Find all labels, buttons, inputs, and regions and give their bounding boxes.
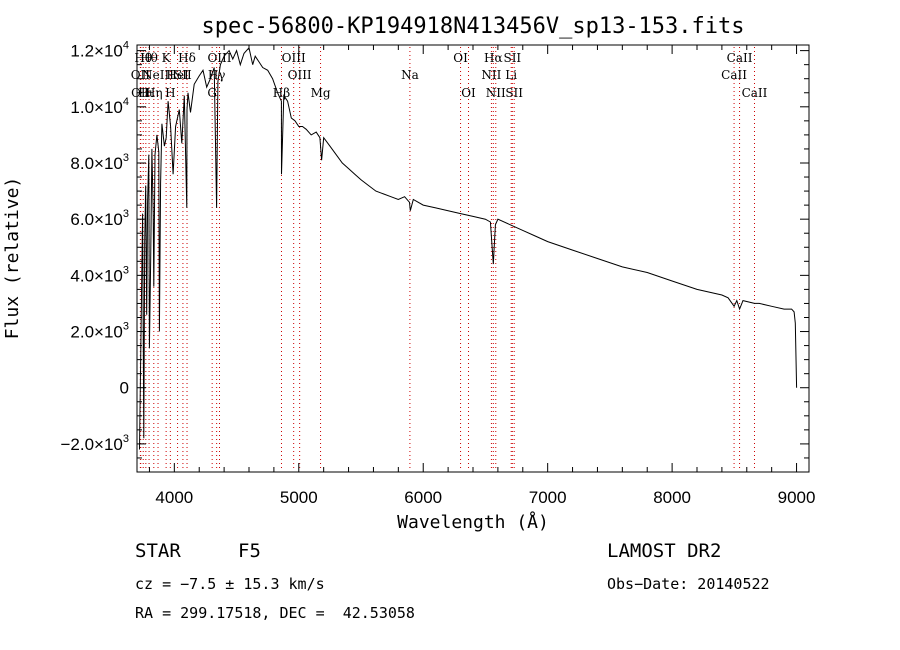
y-tick-label: 6.0×103 bbox=[70, 208, 129, 229]
spectral-line-label: HeI bbox=[166, 68, 189, 82]
observation-date: Obs−Date: 20140522 bbox=[607, 575, 770, 593]
spectral-line-markers bbox=[139, 47, 755, 470]
x-tick-label: 7000 bbox=[529, 488, 567, 507]
spectral-line-labels: OIIOIIHθHιHθHηNeIIIKHHeISIIHδGHγOIIIHβOI… bbox=[131, 51, 768, 100]
object-class: STAR bbox=[135, 540, 181, 562]
chart-title: spec-56800-KP194918N413456V_sp13-153.fit… bbox=[201, 14, 744, 39]
spectral-line-label: SII bbox=[505, 86, 523, 100]
spectral-line-label: Li bbox=[505, 68, 517, 82]
spectral-line-label: NeIII bbox=[142, 68, 174, 82]
spectral-line-label: Hθ bbox=[134, 51, 152, 65]
spectral-line-label: CaII bbox=[727, 51, 753, 65]
y-tick-exponent: 4 bbox=[123, 40, 129, 52]
y-tick-label: 1.0×104 bbox=[70, 96, 129, 117]
y-tick-exponent: 3 bbox=[123, 152, 129, 164]
spectral-line-label: OIII bbox=[282, 51, 306, 65]
y-tick-mantissa: 6.0×10 bbox=[70, 210, 122, 229]
spectral-line-label: Na bbox=[401, 68, 419, 82]
spectral-line-label: Hδ bbox=[178, 51, 196, 65]
y-tick-label: 0 bbox=[120, 379, 129, 398]
spectral-line-label: G bbox=[207, 86, 217, 100]
spectral-line-label: CaII bbox=[721, 68, 747, 82]
spectral-line-label: K bbox=[162, 51, 172, 65]
plot-frame bbox=[136, 44, 810, 473]
x-tick-label: 6000 bbox=[404, 488, 442, 507]
y-tick-exponent: 3 bbox=[123, 208, 129, 220]
y-tick-exponent: 4 bbox=[123, 96, 129, 108]
spectral-line-label: Hη bbox=[145, 86, 163, 100]
y-tick-label: 4.0×103 bbox=[70, 264, 129, 285]
spectral-line-label: OII bbox=[131, 68, 151, 82]
y-tick-mantissa: −2.0×10 bbox=[60, 435, 122, 454]
x-tick-label: 4000 bbox=[155, 488, 193, 507]
x-tick-label: 9000 bbox=[778, 488, 816, 507]
y-axis-title: Flux (relative) bbox=[2, 177, 23, 340]
spectral-line-label: SII bbox=[174, 68, 192, 82]
spectrum-series-line bbox=[139, 46, 798, 450]
y-tick-label: 1.2×104 bbox=[70, 40, 129, 61]
spectral-line-label: NII bbox=[486, 86, 506, 100]
spectral-line-label: CaII bbox=[742, 86, 768, 100]
spectral-line-label: Hι bbox=[138, 86, 153, 100]
redshift-velocity: cz = −7.5 ± 15.3 km/s bbox=[135, 575, 325, 593]
y-tick-exponent: 3 bbox=[123, 321, 129, 333]
y-tick-label: −2.0×103 bbox=[60, 433, 129, 454]
spectral-line-label: OI bbox=[461, 86, 476, 100]
spectral-line-label: OIII bbox=[288, 68, 312, 82]
coordinates: RA = 299.17518, DEC = 42.53058 bbox=[135, 604, 415, 622]
spectral-line-label: H bbox=[165, 86, 175, 100]
spectral-line-label: Hγ bbox=[208, 68, 226, 82]
y-tick-mantissa: 2.0×10 bbox=[70, 323, 122, 342]
spectral-line-label: OI bbox=[453, 51, 468, 65]
x-axis-ticks: 4000 5000 6000 7000 8000 9000 bbox=[148, 45, 816, 507]
spectral-line-label: Hθ bbox=[140, 51, 158, 65]
y-tick-mantissa: 1.0×10 bbox=[70, 98, 122, 117]
spectral-line-label: NII bbox=[481, 68, 501, 82]
object-subclass: F5 bbox=[238, 540, 261, 562]
y-tick-mantissa: 0 bbox=[120, 379, 129, 398]
y-tick-mantissa: 8.0×10 bbox=[70, 154, 122, 173]
x-axis-title: Wavelength (Å) bbox=[397, 511, 549, 533]
survey-name: LAMOST DR2 bbox=[607, 540, 722, 562]
y-tick-mantissa: 4.0×10 bbox=[70, 266, 122, 285]
y-tick-label: 2.0×103 bbox=[70, 321, 129, 342]
spectral-line-label: Hα bbox=[484, 51, 503, 65]
spectral-line-label: SII bbox=[503, 51, 521, 65]
y-tick-mantissa: 1.2×10 bbox=[70, 42, 122, 61]
x-tick-label: 8000 bbox=[653, 488, 691, 507]
y-tick-label: 8.0×103 bbox=[70, 152, 129, 173]
y-axis-ticks: −2.0×10302.0×1034.0×1036.0×1038.0×1031.0… bbox=[60, 40, 809, 473]
spectral-line-label: Hβ bbox=[273, 86, 290, 100]
spectral-line-label: OIII bbox=[207, 51, 231, 65]
y-tick-exponent: 3 bbox=[123, 433, 129, 445]
spectral-line-label: Mg bbox=[311, 86, 331, 100]
y-tick-exponent: 3 bbox=[123, 264, 129, 276]
x-tick-label: 5000 bbox=[280, 488, 318, 507]
